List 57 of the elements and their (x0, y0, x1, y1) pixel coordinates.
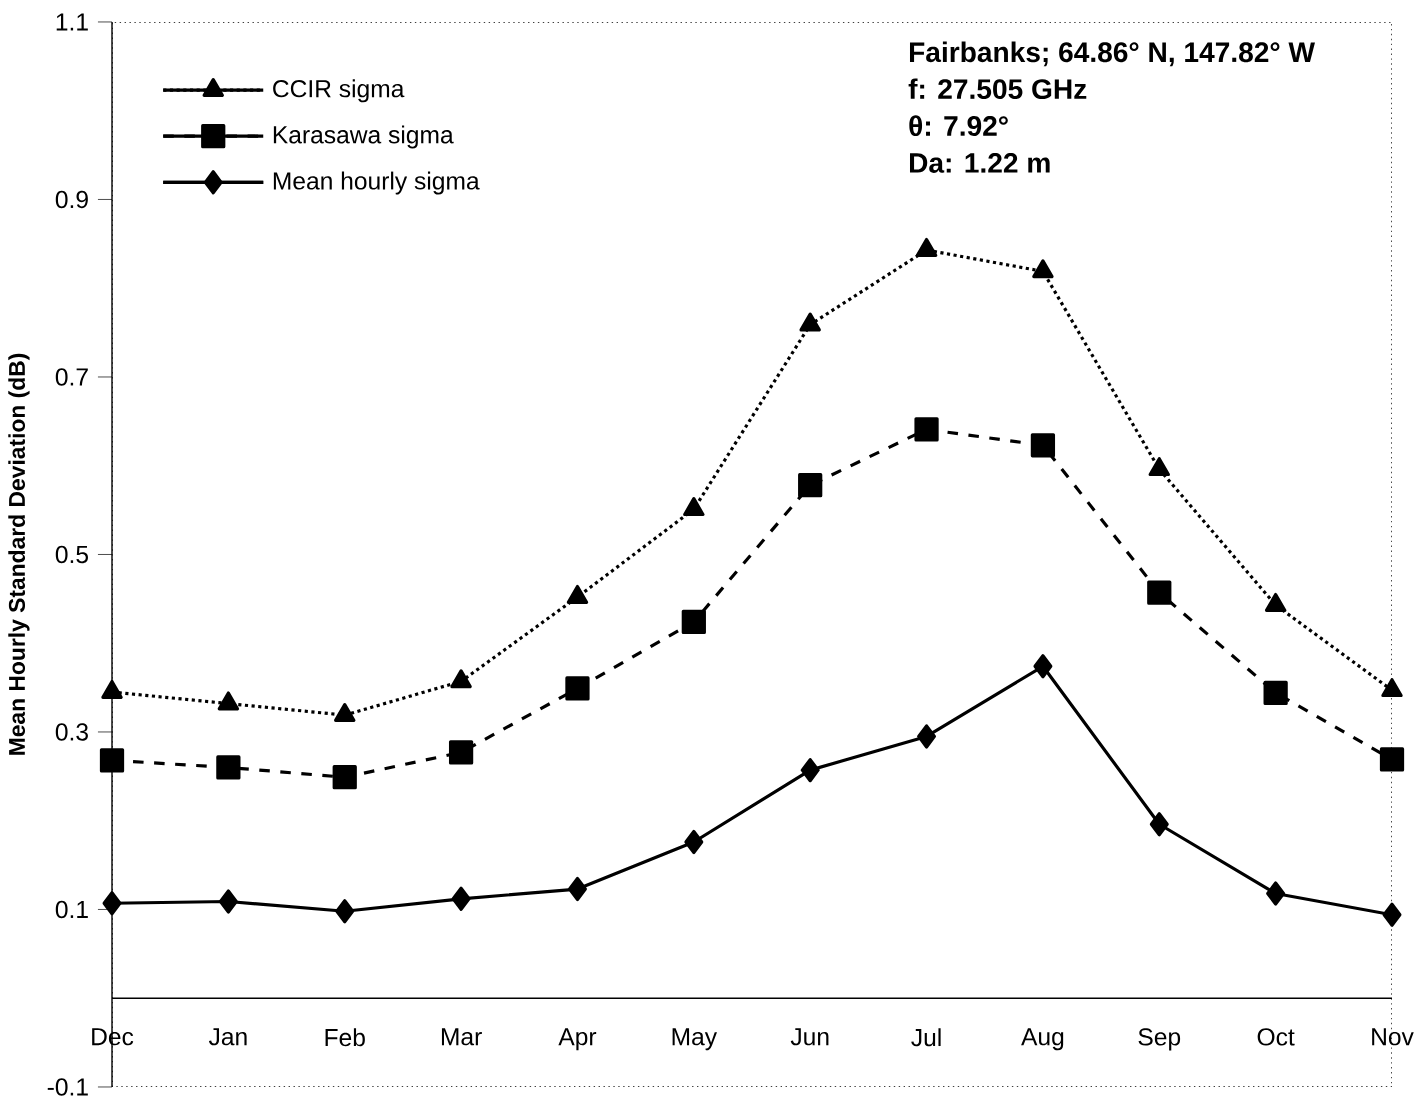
y-tick-label: 0.9 (55, 190, 88, 209)
point (1379, 747, 1405, 772)
y-tick-label: -0.1 (47, 1078, 88, 1096)
point (798, 473, 823, 498)
y-tick-label: 1.1 (56, 13, 88, 31)
point (684, 829, 704, 855)
annotation: θ: 7.92° (909, 115, 1008, 136)
point (915, 237, 938, 257)
x-tick-label: Apr (558, 1028, 597, 1051)
y-tick-label: 0.1 (55, 900, 88, 919)
y-tick-label: 0.3 (55, 723, 88, 741)
point (914, 417, 939, 442)
legend-label: Mean hourly sigma (273, 171, 480, 195)
y-tick-label: 0.7 (55, 368, 88, 386)
x-tick-label: Aug (1021, 1028, 1064, 1051)
y-tick-label: 0.5 (55, 545, 88, 564)
point (451, 886, 471, 911)
point (917, 724, 937, 749)
legend-label: Karasawa sigma (273, 125, 454, 149)
point (799, 312, 821, 332)
x-tick-label: Jan (208, 1028, 247, 1046)
point (1263, 680, 1288, 706)
point (1147, 580, 1172, 605)
point (216, 755, 241, 780)
point (450, 669, 472, 689)
point (1033, 654, 1053, 679)
x-tick-label: May (672, 1028, 717, 1051)
point (565, 676, 590, 701)
x-tick-label: Sep (1138, 1028, 1181, 1051)
point (1382, 902, 1402, 927)
point (335, 899, 355, 924)
annotation: f: 27.505 GHz (908, 78, 1087, 100)
point (683, 497, 705, 517)
x-tick-label: Jul (911, 1028, 941, 1047)
annotation: Da: 1.22 m (909, 152, 1050, 173)
point (1266, 881, 1286, 906)
point (448, 740, 474, 765)
x-tick-label: Jun (790, 1028, 829, 1046)
point (1381, 678, 1403, 698)
point (1149, 812, 1169, 837)
x-tick-label: Nov (1372, 1028, 1414, 1046)
point (800, 758, 820, 783)
point (1030, 433, 1056, 458)
point (332, 765, 357, 790)
point (1032, 259, 1054, 279)
x-tick-label: Feb (325, 1028, 365, 1047)
legend-label: CCIR sigma (273, 79, 405, 103)
point (681, 609, 706, 635)
point (102, 891, 122, 916)
point (567, 876, 587, 902)
point (1148, 457, 1170, 477)
x-tick-label: Mar (441, 1028, 482, 1046)
point (99, 748, 125, 773)
x-tick-label: Oct (1257, 1028, 1295, 1046)
y-axis-title: Mean Hourly Standard Deviation (dB) (8, 353, 30, 755)
annotation: Fairbanks; 64.86° N, 147.82° W (909, 41, 1315, 67)
point (218, 889, 238, 914)
